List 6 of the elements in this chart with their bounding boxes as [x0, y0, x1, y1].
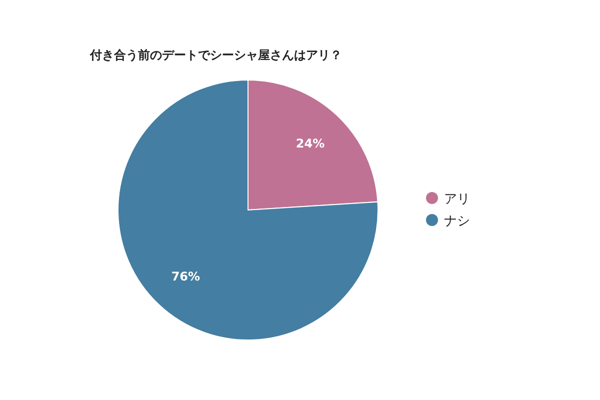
legend-label: アリ: [444, 192, 470, 207]
chart-title: 付き合う前のデートでシーシャ屋さんはアリ？: [89, 48, 342, 62]
data-label: 76%: [171, 269, 200, 284]
legend-label: ナシ: [444, 214, 470, 229]
pie-slice: [118, 80, 378, 340]
data-label: 24%: [296, 136, 325, 151]
